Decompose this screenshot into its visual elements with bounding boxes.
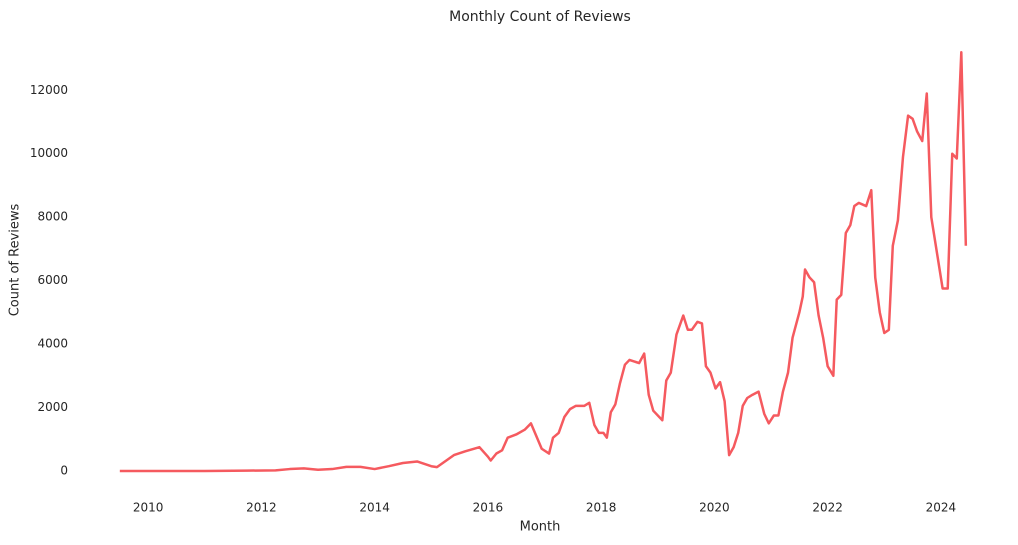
chart-title: Monthly Count of Reviews xyxy=(449,9,631,25)
y-tick-label: 2000 xyxy=(37,400,68,414)
x-tick-label: 2014 xyxy=(359,501,390,515)
y-tick-label: 6000 xyxy=(37,273,68,287)
y-tick-label: 10000 xyxy=(30,146,68,160)
x-tick-label: 2012 xyxy=(246,501,277,515)
x-tick-label: 2018 xyxy=(586,501,617,515)
y-tick-label: 8000 xyxy=(37,210,68,224)
data-line xyxy=(119,50,968,473)
y-tick-label: 4000 xyxy=(37,337,68,351)
y-axis-label: Count of Reviews xyxy=(8,203,23,316)
x-tick-label: 2020 xyxy=(699,501,730,515)
x-tick-label: 2010 xyxy=(133,501,164,515)
x-tick-label: 2022 xyxy=(812,501,843,515)
x-tick-label: 2016 xyxy=(473,501,504,515)
x-tick-label: 2024 xyxy=(926,501,957,515)
y-tick-label: 0 xyxy=(60,463,68,477)
y-tick-label: 12000 xyxy=(30,83,68,97)
x-axis-label: Month xyxy=(520,520,561,535)
